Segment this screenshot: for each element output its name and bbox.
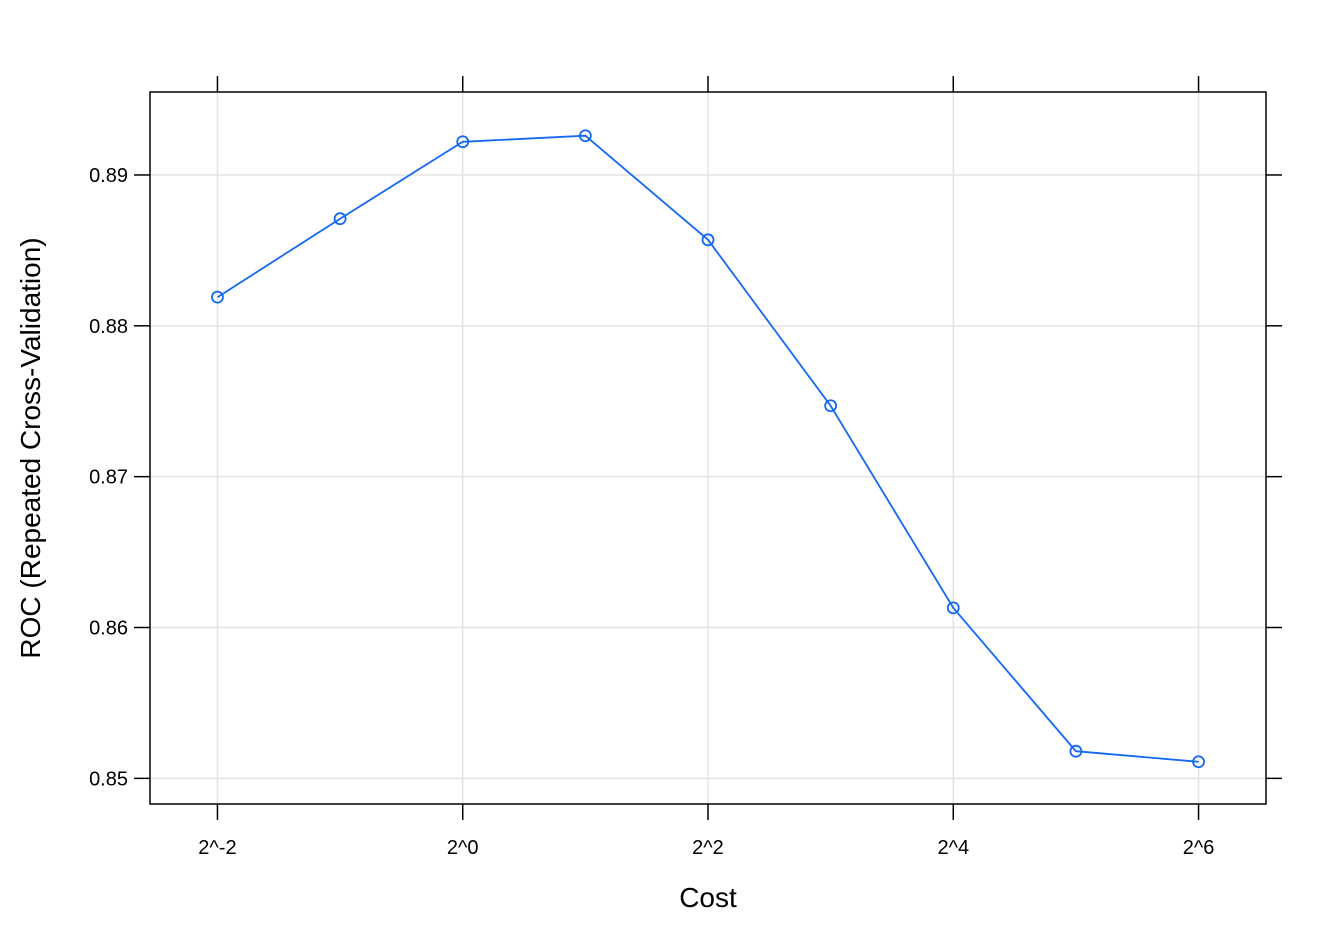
data-point [333, 212, 347, 226]
x-tick-label: 2^0 [447, 837, 479, 859]
series-group [211, 129, 1205, 769]
x-tick-label: 2^2 [692, 837, 724, 859]
series-line [217, 134, 1199, 763]
data-point [946, 601, 960, 615]
data-point [1192, 755, 1205, 769]
x-tick-label: 2^4 [937, 837, 969, 859]
data-point [578, 129, 592, 143]
grid-lines [150, 92, 1266, 804]
data-point [1069, 744, 1083, 758]
y-tick-label: 0.88 [89, 316, 128, 338]
x-tick-label: 2^6 [1183, 837, 1215, 859]
data-point [456, 135, 470, 149]
data-point [824, 399, 838, 413]
y-tick-label: 0.89 [89, 165, 128, 187]
x-axis-title: Cost [679, 882, 737, 913]
y-axis-title: ROC (Repeated Cross-Validation) [15, 237, 46, 658]
y-tick-label: 0.87 [89, 467, 128, 489]
y-tick-label: 0.85 [89, 768, 128, 790]
data-point [701, 233, 715, 247]
data-point [211, 290, 224, 304]
axis-ticks: 2^-2 2^0 2^2 2^4 2^6 0.85 0.86 0.87 0.88 0.89 [89, 76, 1282, 859]
y-tick-label: 0.86 [89, 618, 128, 640]
x-tick-label: 2^-2 [198, 837, 236, 859]
